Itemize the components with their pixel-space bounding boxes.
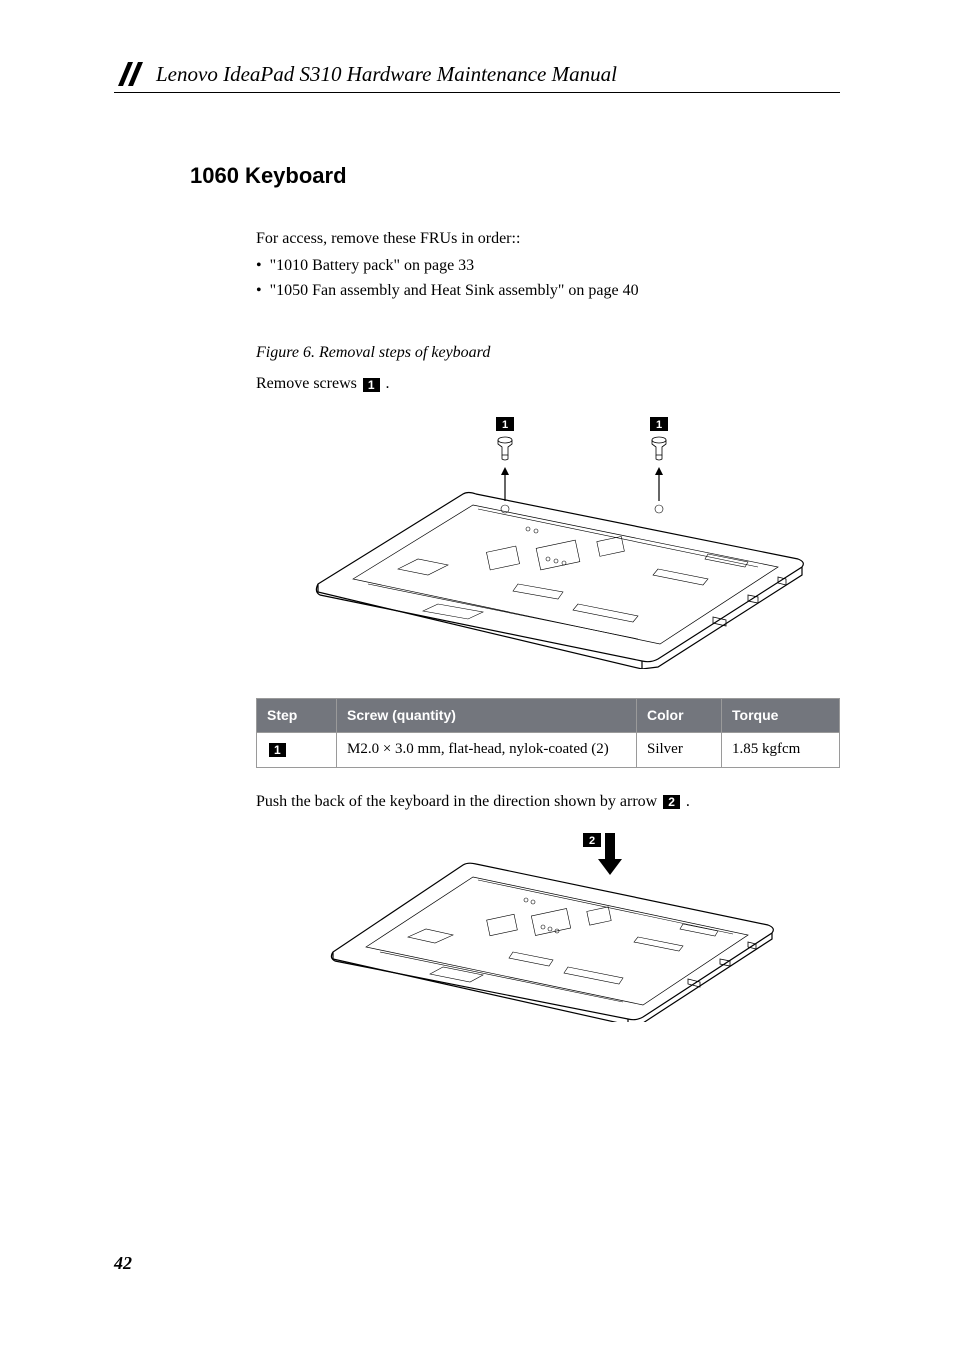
fru-list-item: "1050 Fan assembly and Heat Sink assembl… — [256, 279, 840, 304]
table-cell-color: Silver — [637, 733, 722, 767]
section-heading: 1060 Keyboard — [190, 163, 840, 189]
instruction-text: . — [382, 375, 390, 392]
screw-spec-table: Step Screw (quantity) Color Torque 1 M2.… — [256, 698, 840, 768]
fru-list: "1010 Battery pack" on page 33 "1050 Fan… — [256, 254, 840, 304]
diagram-keyboard-push: 2 — [256, 827, 840, 1031]
instruction-text: . — [682, 793, 690, 810]
svg-text:1: 1 — [502, 419, 508, 431]
page-number: 42 — [114, 1253, 132, 1274]
table-cell-step: 1 — [257, 733, 337, 767]
table-cell-torque: 1.85 kgfcm — [722, 733, 840, 767]
svg-text:1: 1 — [656, 419, 662, 431]
lenovo-slash-logo-icon — [114, 60, 146, 88]
laptop-push-diagram-icon: 2 — [308, 827, 788, 1022]
body-content: For access, remove these FRUs in order::… — [256, 227, 840, 1030]
instruction-text: Push the back of the keyboard in the dir… — [256, 793, 661, 810]
instruction-text: Remove screws — [256, 375, 361, 392]
table-header-step: Step — [257, 698, 337, 733]
callout-marker-1: 1 — [363, 378, 380, 392]
table-header-color: Color — [637, 698, 722, 733]
table-header-torque: Torque — [722, 698, 840, 733]
laptop-base-diagram-icon: 1 1 — [278, 409, 818, 669]
table-row: 1 M2.0 × 3.0 mm, flat-head, nylok-coated… — [257, 733, 840, 767]
svg-text:2: 2 — [589, 835, 595, 847]
table-header-screw: Screw (quantity) — [337, 698, 637, 733]
callout-marker-1: 1 — [269, 743, 286, 757]
instruction-push-keyboard: Push the back of the keyboard in the dir… — [256, 790, 840, 815]
table-cell-screw: M2.0 × 3.0 mm, flat-head, nylok-coated (… — [337, 733, 637, 767]
header-title: Lenovo IdeaPad S310 Hardware Maintenance… — [156, 62, 617, 87]
diagram-keyboard-screws: 1 1 — [256, 409, 840, 678]
page-header: Lenovo IdeaPad S310 Hardware Maintenance… — [114, 60, 840, 93]
instruction-remove-screws: Remove screws 1 . — [256, 372, 840, 397]
figure-caption: Figure 6. Removal steps of keyboard — [256, 341, 840, 366]
access-intro: For access, remove these FRUs in order:: — [256, 227, 840, 252]
fru-list-item: "1010 Battery pack" on page 33 — [256, 254, 840, 279]
callout-marker-2: 2 — [663, 795, 680, 809]
